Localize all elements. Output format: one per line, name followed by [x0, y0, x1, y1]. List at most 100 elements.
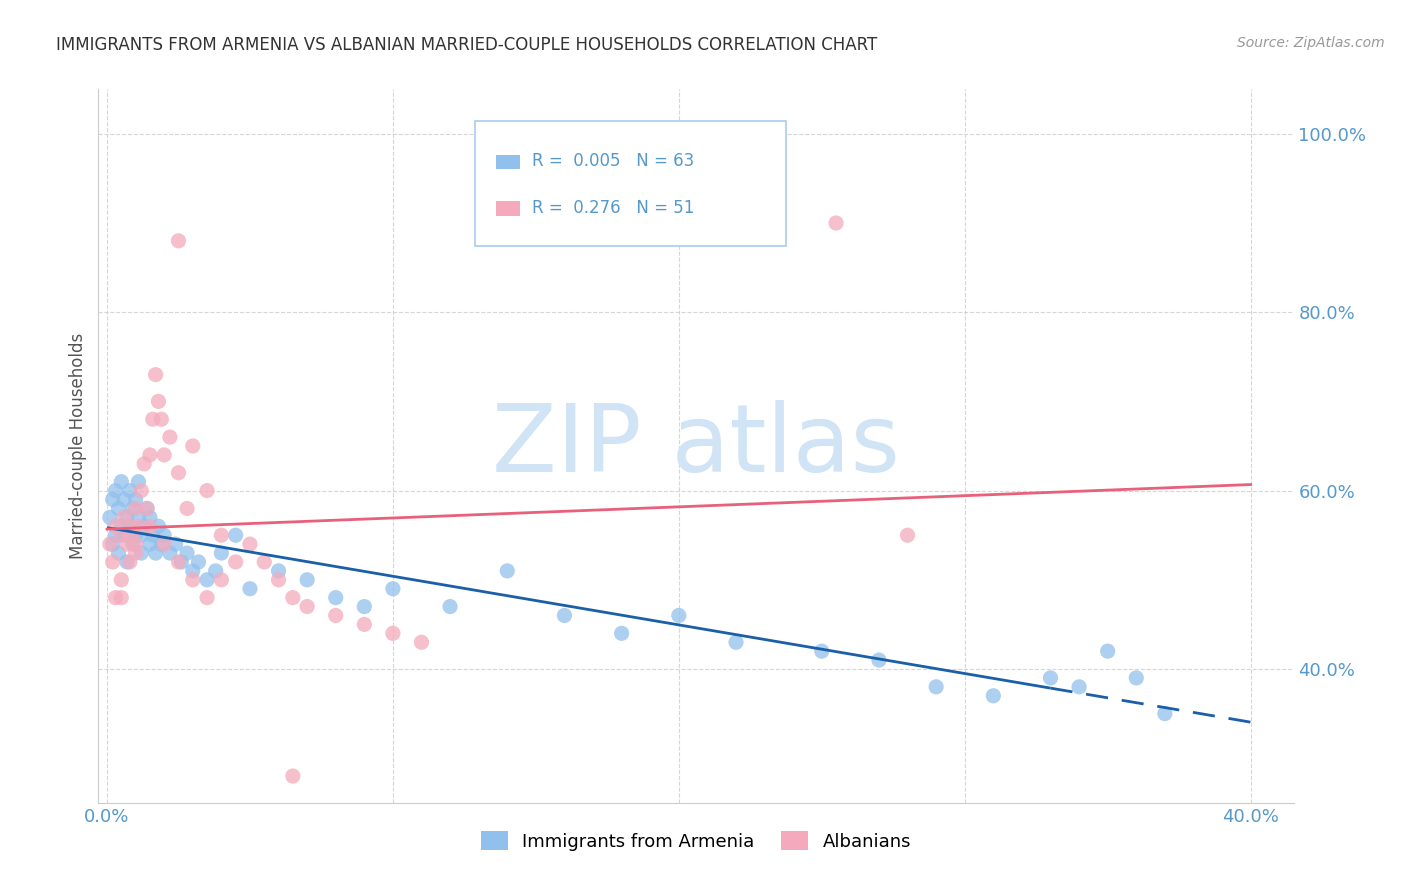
Point: [121, 537, 143, 551]
Point: [281, 769, 304, 783]
Point: [98, 537, 121, 551]
Point: [981, 689, 1004, 703]
Point: [325, 608, 347, 623]
Text: R =  0.276   N = 51: R = 0.276 N = 51: [533, 199, 695, 217]
Point: [110, 528, 132, 542]
Point: [145, 546, 167, 560]
FancyBboxPatch shape: [496, 155, 520, 169]
Point: [411, 635, 433, 649]
Point: [209, 546, 232, 560]
Point: [1097, 644, 1119, 658]
Point: [267, 573, 290, 587]
Point: [181, 573, 204, 587]
Point: [124, 537, 146, 551]
Point: [134, 457, 156, 471]
Point: [176, 546, 198, 560]
Point: [281, 591, 304, 605]
Point: [825, 216, 848, 230]
Point: [148, 394, 170, 409]
Point: [896, 528, 918, 542]
Point: [101, 492, 124, 507]
Point: [104, 591, 127, 605]
Legend: Immigrants from Armenia, Albanians: Immigrants from Armenia, Albanians: [474, 824, 918, 858]
Point: [131, 528, 153, 542]
Point: [195, 591, 218, 605]
Point: [1039, 671, 1062, 685]
Point: [121, 528, 143, 542]
Point: [110, 591, 132, 605]
Point: [124, 501, 146, 516]
Point: [131, 546, 153, 560]
Point: [112, 510, 135, 524]
Point: [724, 635, 747, 649]
Point: [136, 501, 159, 516]
Point: [353, 599, 375, 614]
Point: [1125, 671, 1147, 685]
Point: [209, 573, 232, 587]
Point: [127, 510, 149, 524]
Text: Source: ZipAtlas.com: Source: ZipAtlas.com: [1237, 36, 1385, 50]
Point: [98, 510, 121, 524]
Point: [118, 483, 141, 498]
Point: [115, 555, 138, 569]
Point: [110, 573, 132, 587]
Point: [925, 680, 948, 694]
Point: [150, 412, 173, 426]
Y-axis label: Married-couple Households: Married-couple Households: [69, 333, 87, 559]
Point: [225, 555, 247, 569]
Point: [325, 591, 347, 605]
Point: [134, 519, 156, 533]
Point: [1153, 706, 1175, 721]
Point: [118, 519, 141, 533]
Point: [107, 546, 129, 560]
Point: [159, 546, 181, 560]
Point: [148, 519, 170, 533]
Point: [209, 528, 232, 542]
Point: [107, 501, 129, 516]
Point: [165, 537, 187, 551]
Point: [139, 448, 162, 462]
Point: [110, 519, 132, 533]
Point: [610, 626, 633, 640]
Point: [104, 483, 127, 498]
Point: [295, 599, 318, 614]
Point: [118, 555, 141, 569]
Point: [267, 564, 290, 578]
Point: [195, 573, 218, 587]
Point: [124, 492, 146, 507]
Point: [668, 608, 690, 623]
Point: [153, 537, 176, 551]
Point: [127, 519, 149, 533]
Text: ZIP atlas: ZIP atlas: [492, 400, 900, 492]
Point: [124, 546, 146, 560]
Point: [104, 528, 127, 542]
Point: [181, 564, 204, 578]
Point: [195, 483, 218, 498]
Point: [112, 492, 135, 507]
Point: [225, 528, 247, 542]
Point: [124, 528, 146, 542]
Point: [101, 555, 124, 569]
Point: [150, 537, 173, 551]
Point: [204, 564, 226, 578]
Point: [153, 528, 176, 542]
Point: [145, 368, 167, 382]
Point: [139, 519, 162, 533]
Point: [159, 430, 181, 444]
Point: [1067, 680, 1090, 694]
Point: [353, 617, 375, 632]
Point: [131, 483, 153, 498]
Point: [115, 510, 138, 524]
Point: [553, 608, 575, 623]
Point: [136, 501, 159, 516]
Point: [139, 537, 162, 551]
Point: [810, 644, 832, 658]
Point: [176, 501, 198, 516]
Point: [112, 528, 135, 542]
Text: R =  0.005   N = 63: R = 0.005 N = 63: [533, 153, 695, 170]
Point: [439, 599, 461, 614]
Point: [118, 519, 141, 533]
Point: [167, 234, 190, 248]
Point: [115, 537, 138, 551]
Point: [381, 626, 404, 640]
